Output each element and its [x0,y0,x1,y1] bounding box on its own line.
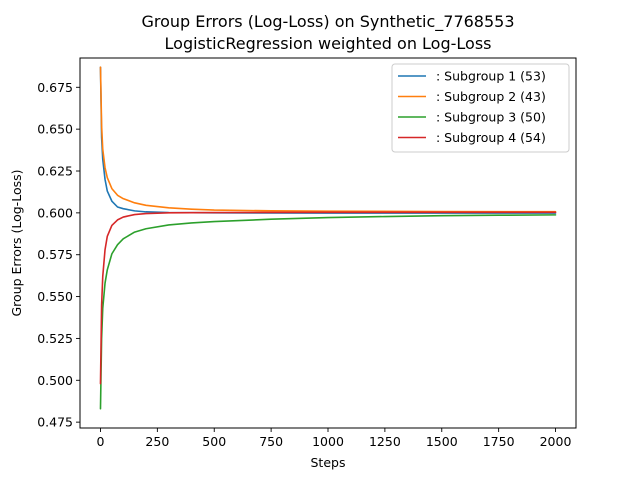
legend-label-1: : Subgroup 1 (53) [436,69,546,84]
legend-label-4: : Subgroup 4 (54) [436,130,546,145]
y-tick-label: 0.500 [37,373,73,388]
chart-subtitle: LogisticRegression weighted on Log-Loss [165,34,492,53]
legend-label-2: : Subgroup 2 (43) [436,89,546,104]
y-tick-label: 0.575 [37,247,73,262]
x-tick-label: 0 [97,434,105,449]
y-axis-label: Group Errors (Log-Loss) [9,170,24,317]
y-tick-label: 0.650 [37,122,73,137]
x-tick-label: 2000 [540,434,572,449]
x-axis-ticks: 0 250 500 750 1000 1250 1500 1750 2000 [97,428,572,449]
legend-label-3: : Subgroup 3 (50) [436,110,546,125]
y-tick-label: 0.475 [37,415,73,430]
series-line-4 [99,211,557,385]
x-tick-label: 1000 [312,434,344,449]
legend-box [391,63,570,153]
x-tick-label: 1750 [483,434,515,449]
y-axis-ticks: 0.475 0.500 0.525 0.550 0.575 0.600 0.625 0.650… [37,80,80,430]
x-tick-label: 1250 [369,434,401,449]
legend-entries: : Subgroup 1 (53) : Subgroup 2 (43) : Subg… [398,69,546,145]
y-tick-label: 0.600 [37,205,73,220]
x-axis-label: Steps [311,455,346,470]
y-tick-label: 0.625 [37,164,73,179]
y-tick-label: 0.675 [37,80,73,95]
series-line-3 [99,214,557,410]
y-tick-label: 0.525 [37,331,73,346]
x-tick-label: 1500 [426,434,458,449]
y-tick-label: 0.550 [37,289,73,304]
chart-title: Group Errors (Log-Loss) on Synthetic_776… [141,12,514,32]
legend: : Subgroup 1 (53) : Subgroup 2 (43) : Subg… [391,63,570,153]
x-tick-label: 750 [259,434,283,449]
plot-lines [99,66,557,410]
x-tick-label: 250 [145,434,169,449]
series-line-2 [99,66,557,213]
x-tick-label: 500 [202,434,226,449]
